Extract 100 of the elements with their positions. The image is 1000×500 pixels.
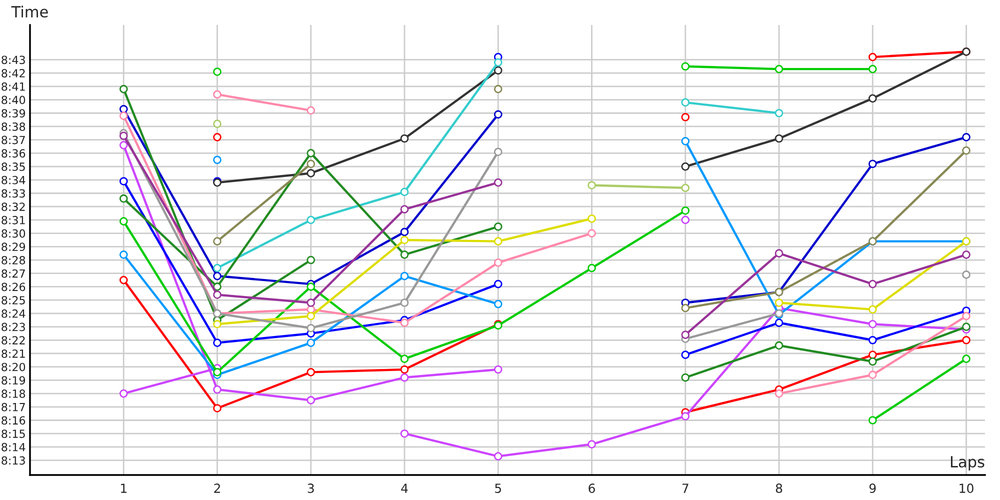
point: [588, 214, 596, 223]
point: [213, 120, 222, 128]
point: [213, 264, 222, 272]
point: [119, 132, 128, 140]
x-tick-label: 6: [588, 484, 595, 494]
point: [400, 188, 409, 196]
y-tick-label: 8:41: [2, 82, 25, 91]
point: [213, 68, 222, 76]
point: [494, 452, 502, 460]
point: [213, 90, 222, 99]
point: [681, 112, 690, 122]
y-tick-label: 8:24: [2, 309, 26, 318]
y-tick-label: 8:37: [2, 136, 25, 144]
y-tick-label: 8:39: [2, 109, 26, 118]
point: [868, 416, 877, 424]
point: [962, 322, 970, 331]
y-tick-label: 8:34: [2, 176, 26, 184]
point: [213, 282, 222, 291]
point: [962, 133, 970, 142]
y-tick-label: 8:23: [2, 322, 25, 332]
point: [868, 320, 877, 328]
point: [681, 373, 690, 382]
point: [494, 300, 502, 308]
point: [213, 272, 222, 280]
point: [681, 206, 690, 215]
point: [494, 258, 502, 267]
point: [774, 108, 784, 118]
point: [306, 169, 316, 178]
point: [119, 194, 128, 203]
point: [494, 148, 502, 156]
point: [962, 270, 970, 279]
point: [868, 305, 877, 314]
point: [400, 250, 409, 259]
point: [213, 338, 222, 347]
point: [681, 330, 690, 339]
y-tick-label: 8:27: [2, 269, 25, 278]
x-tick-label: 9: [869, 484, 876, 494]
point: [868, 280, 877, 288]
point: [400, 228, 409, 236]
x-tick-label: 1: [121, 484, 126, 493]
point: [119, 104, 128, 114]
point: [494, 178, 502, 187]
y-tick-label: 8:18: [2, 390, 26, 398]
point: [400, 354, 409, 363]
point: [962, 146, 970, 155]
point: [213, 368, 222, 376]
point: [400, 318, 409, 327]
point: [494, 365, 502, 374]
point: [306, 338, 316, 347]
point: [494, 237, 502, 246]
point: [400, 365, 409, 374]
point: [119, 276, 128, 284]
point: [868, 94, 877, 103]
y-tick-label: 8:33: [2, 189, 25, 198]
point: [400, 272, 409, 280]
y-tick-label: 8:35: [2, 162, 25, 171]
point: [588, 440, 596, 448]
point: [588, 181, 596, 190]
point: [681, 62, 690, 71]
y-tick-label: 8:19: [2, 376, 26, 385]
point: [400, 134, 409, 143]
point: [213, 237, 222, 246]
y-tick-label: 8:25: [2, 296, 25, 304]
y-tick-label: 8:26: [2, 282, 26, 292]
point: [119, 112, 128, 120]
point: [213, 290, 222, 299]
point: [681, 304, 690, 312]
point: [681, 98, 690, 107]
point: [213, 404, 222, 412]
point: [868, 357, 877, 366]
point: [400, 373, 409, 382]
point: [494, 58, 502, 67]
point: [681, 412, 690, 420]
y-tick-label: 8:42: [2, 69, 25, 78]
point: [681, 216, 690, 224]
x-tick-label: 8: [776, 484, 782, 494]
point: [868, 370, 877, 380]
x-tick-label: 10: [960, 484, 974, 494]
point: [494, 222, 502, 231]
point: [400, 429, 409, 438]
point: [400, 236, 409, 244]
point: [774, 341, 784, 350]
y-tick-label: 8:36: [2, 149, 26, 158]
point: [962, 312, 970, 320]
y-tick-label: 8:38: [2, 122, 26, 131]
point: [494, 66, 502, 75]
point: [868, 350, 877, 359]
point: [588, 264, 596, 272]
point: [681, 184, 690, 192]
x-tick-label: 5: [495, 484, 502, 494]
point: [213, 156, 222, 164]
y-tick-label: 8:32: [2, 202, 25, 211]
point: [306, 298, 316, 307]
point: [962, 250, 970, 259]
point: [588, 229, 596, 238]
point: [494, 280, 502, 288]
point: [306, 256, 316, 264]
point: [306, 368, 316, 376]
point: [774, 298, 784, 307]
y-tick-label: 8:13: [2, 456, 25, 465]
